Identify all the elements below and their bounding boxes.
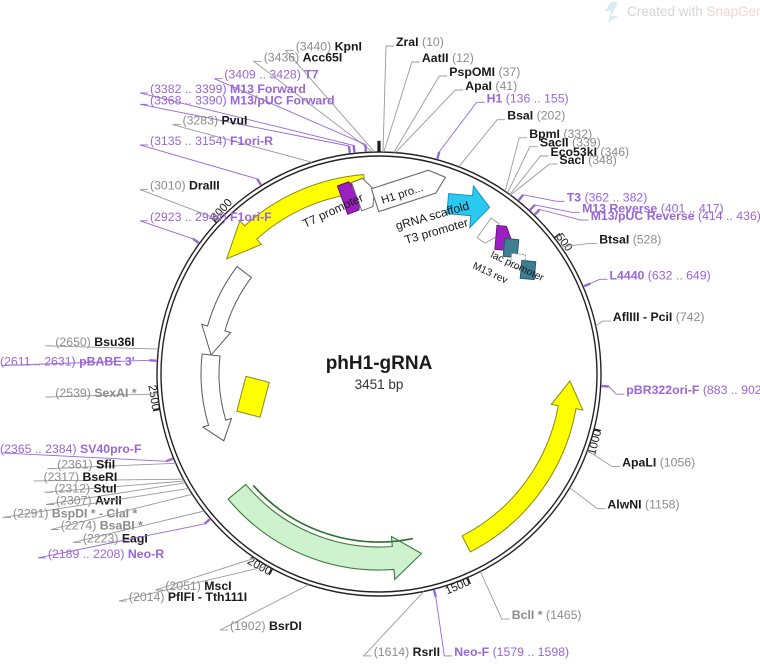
svg-text:ApaLI (1056): ApaLI (1056) bbox=[622, 456, 695, 470]
svg-text:(2611 .. 2631) pBABE 3': (2611 .. 2631) pBABE 3' bbox=[0, 355, 135, 369]
svg-text:L4440 (632 .. 649): L4440 (632 .. 649) bbox=[610, 268, 711, 282]
svg-text:3451 bp: 3451 bp bbox=[355, 377, 404, 392]
svg-text:Neo-F (1579 .. 1598): Neo-F (1579 .. 1598) bbox=[454, 645, 569, 659]
svg-text:2500: 2500 bbox=[145, 384, 161, 411]
svg-text:AflIII - PciI (742): AflIII - PciI (742) bbox=[613, 310, 705, 324]
svg-text:(1614) RsrII: (1614) RsrII bbox=[374, 645, 440, 659]
svg-text:phH1-gRNA: phH1-gRNA bbox=[326, 353, 433, 374]
svg-text:pBR322ori-F (883 .. 902): pBR322ori-F (883 .. 902) bbox=[626, 383, 760, 397]
svg-text:(3436) Acc65I: (3436) Acc65I bbox=[264, 50, 343, 64]
svg-text:2000: 2000 bbox=[245, 555, 273, 578]
svg-text:H1 (136 .. 155): H1 (136 .. 155) bbox=[487, 91, 569, 105]
svg-text:Created with SnapGene®: Created with SnapGene® bbox=[627, 4, 760, 19]
svg-text:(2189 .. 2208) Neo-R: (2189 .. 2208) Neo-R bbox=[48, 547, 164, 561]
svg-text:(3135 .. 3154) F1ori-R: (3135 .. 3154) F1ori-R bbox=[150, 134, 273, 148]
svg-text:PspOMI (37): PspOMI (37) bbox=[449, 65, 520, 79]
svg-text:(2923 .. 2944) F1ori-F: (2923 .. 2944) F1ori-F bbox=[150, 210, 272, 224]
svg-text:(2539) SexAI *: (2539) SexAI * bbox=[55, 386, 137, 400]
svg-text:(2650) Bsu36I: (2650) Bsu36I bbox=[55, 335, 134, 349]
svg-text:(2365 .. 2384) SV40pro-F: (2365 .. 2384) SV40pro-F bbox=[0, 442, 142, 456]
svg-text:SacI (348): SacI (348) bbox=[559, 153, 616, 167]
svg-text:(3368 .. 3390) M13/pUC Forward: (3368 .. 3390) M13/pUC Forward bbox=[150, 93, 335, 107]
svg-text:ZraI (10): ZraI (10) bbox=[396, 35, 444, 49]
svg-text:(3283) PvuI: (3283) PvuI bbox=[183, 114, 248, 128]
svg-text:BsaI (202): BsaI (202) bbox=[507, 109, 565, 123]
svg-text:M13/pUC Reverse (414 .. 436): M13/pUC Reverse (414 .. 436) bbox=[591, 209, 760, 223]
svg-text:500: 500 bbox=[553, 231, 574, 254]
svg-text:AlwNI (1158): AlwNI (1158) bbox=[607, 498, 679, 512]
svg-text:BtsaI (528): BtsaI (528) bbox=[599, 232, 661, 246]
svg-text:(2274) BsaBI *: (2274) BsaBI * bbox=[61, 519, 143, 533]
svg-text:(2223) EagI: (2223) EagI bbox=[83, 531, 148, 545]
svg-text:(1902) BsrDI: (1902) BsrDI bbox=[230, 619, 302, 633]
svg-text:BclI * (1465): BclI * (1465) bbox=[512, 608, 582, 622]
svg-text:(3010) DraIII: (3010) DraIII bbox=[150, 179, 220, 193]
svg-text:1500: 1500 bbox=[444, 576, 472, 597]
svg-text:AatII (12): AatII (12) bbox=[422, 51, 474, 65]
svg-text:(2014) PflFI - Tth111I: (2014) PflFI - Tth111I bbox=[129, 590, 247, 604]
svg-text:(3409 .. 3428) T7: (3409 .. 3428) T7 bbox=[224, 68, 319, 82]
